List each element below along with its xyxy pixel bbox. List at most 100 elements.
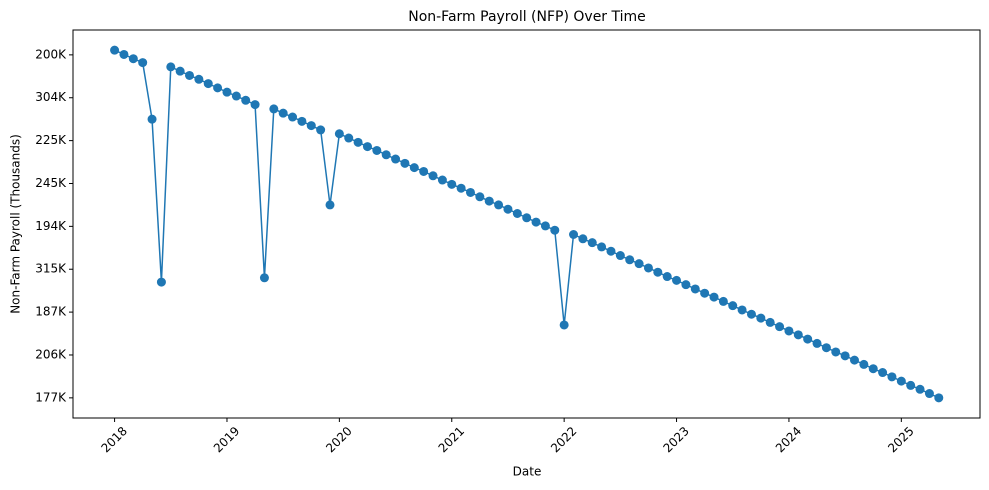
data-point	[484, 196, 494, 206]
data-point	[494, 200, 504, 210]
x-tick-label: 2019	[211, 424, 242, 455]
data-point	[278, 108, 288, 118]
y-axis-label: Non-Farm Payroll (Thousands)	[9, 134, 23, 314]
x-tick-label: 2022	[548, 424, 579, 455]
data-point	[475, 192, 485, 202]
data-point	[700, 288, 710, 298]
data-point	[887, 372, 897, 382]
y-tick-label: 304K	[35, 90, 67, 104]
data-point	[512, 208, 522, 218]
data-point	[765, 317, 775, 327]
x-tick-label: 2020	[323, 424, 354, 455]
data-point	[569, 230, 579, 240]
x-tick-label: 2025	[885, 424, 916, 455]
data-point	[896, 376, 906, 386]
data-point	[597, 242, 607, 252]
data-point	[147, 114, 157, 124]
data-point	[503, 204, 513, 214]
data-point	[643, 263, 653, 273]
data-point	[372, 145, 382, 155]
data-point	[250, 100, 260, 110]
data-point	[718, 296, 728, 306]
data-point	[362, 142, 372, 152]
data-point	[288, 112, 298, 122]
x-axis-label: Date	[513, 465, 542, 479]
data-point	[690, 284, 700, 294]
data-point	[409, 163, 419, 173]
data-point	[868, 364, 878, 374]
data-point	[831, 347, 841, 357]
data-point	[344, 133, 354, 143]
data-point	[681, 280, 691, 290]
data-point	[934, 393, 944, 403]
data-point	[662, 272, 672, 282]
data-point	[728, 301, 738, 311]
data-point	[756, 313, 766, 323]
y-tick-label: 206K	[35, 347, 67, 361]
data-point	[737, 305, 747, 315]
data-point	[119, 49, 129, 59]
data-point	[878, 368, 888, 378]
data-point	[428, 171, 438, 181]
data-point	[606, 246, 616, 256]
data-point	[587, 238, 597, 248]
data-point	[241, 95, 251, 105]
data-point	[550, 225, 560, 235]
data-point	[672, 275, 682, 285]
y-tick-label: 177K	[35, 390, 67, 404]
data-point	[110, 45, 120, 55]
data-point	[316, 125, 326, 135]
data-point	[793, 330, 803, 340]
data-point	[625, 255, 635, 265]
chart-title: Non-Farm Payroll (NFP) Over Time	[408, 9, 646, 25]
data-point	[259, 273, 269, 283]
data-point	[391, 154, 401, 164]
data-point	[840, 351, 850, 361]
data-point	[128, 54, 138, 64]
data-point	[578, 234, 588, 244]
data-point	[531, 217, 541, 227]
data-point	[269, 104, 279, 114]
data-point	[849, 355, 859, 365]
data-point	[400, 158, 410, 168]
data-point	[419, 166, 429, 176]
data-point	[709, 292, 719, 302]
data-point	[353, 137, 363, 147]
data-point	[653, 267, 663, 277]
data-point	[915, 384, 925, 394]
data-point	[812, 338, 822, 348]
data-point	[746, 309, 756, 319]
data-point	[540, 221, 550, 231]
data-point	[213, 83, 223, 93]
x-tick-label: 2018	[98, 424, 129, 455]
data-point	[821, 343, 831, 353]
data-point	[437, 175, 447, 185]
data-point	[334, 129, 344, 139]
y-tick-label: 225K	[35, 133, 67, 147]
data-point	[297, 116, 307, 126]
data-point	[447, 179, 457, 189]
data-point	[775, 322, 785, 332]
data-point	[559, 320, 569, 330]
data-point	[615, 251, 625, 261]
y-tick-label: 194K	[35, 219, 67, 233]
data-point	[222, 87, 232, 97]
data-point	[306, 121, 316, 131]
data-point	[522, 213, 532, 223]
data-point	[194, 74, 204, 84]
data-point	[906, 380, 916, 390]
x-tick-label: 2023	[660, 424, 691, 455]
data-point	[803, 334, 813, 344]
data-point	[924, 389, 934, 399]
data-point	[325, 200, 335, 210]
data-point	[784, 326, 794, 336]
y-tick-label: 200K	[35, 47, 67, 61]
data-point	[175, 66, 185, 76]
data-point	[185, 70, 195, 80]
x-tick-label: 2024	[773, 424, 804, 455]
data-point	[381, 150, 391, 160]
data-point	[138, 58, 148, 68]
data-point	[231, 91, 241, 101]
y-tick-label: 315K	[35, 262, 67, 276]
